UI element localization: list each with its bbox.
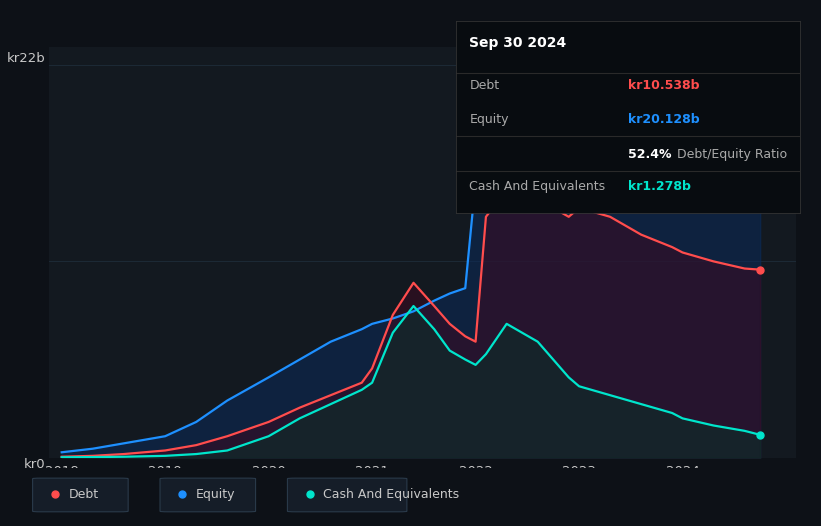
Text: Sep 30 2024: Sep 30 2024 [470,36,566,50]
FancyBboxPatch shape [287,478,407,512]
Text: kr0: kr0 [24,458,45,471]
Text: 52.4%: 52.4% [628,148,672,161]
Text: Equity: Equity [196,488,236,501]
Text: Cash And Equivalents: Cash And Equivalents [323,488,460,501]
FancyBboxPatch shape [33,478,128,512]
Text: kr1.278b: kr1.278b [628,180,691,194]
Text: Debt/Equity Ratio: Debt/Equity Ratio [673,148,787,161]
Text: kr20.128b: kr20.128b [628,113,699,126]
Text: Debt: Debt [68,488,99,501]
Text: Equity: Equity [470,113,509,126]
Text: Debt: Debt [470,79,499,92]
FancyBboxPatch shape [160,478,255,512]
Text: Cash And Equivalents: Cash And Equivalents [470,180,606,194]
Text: kr10.538b: kr10.538b [628,79,699,92]
Text: kr22b: kr22b [7,52,45,65]
